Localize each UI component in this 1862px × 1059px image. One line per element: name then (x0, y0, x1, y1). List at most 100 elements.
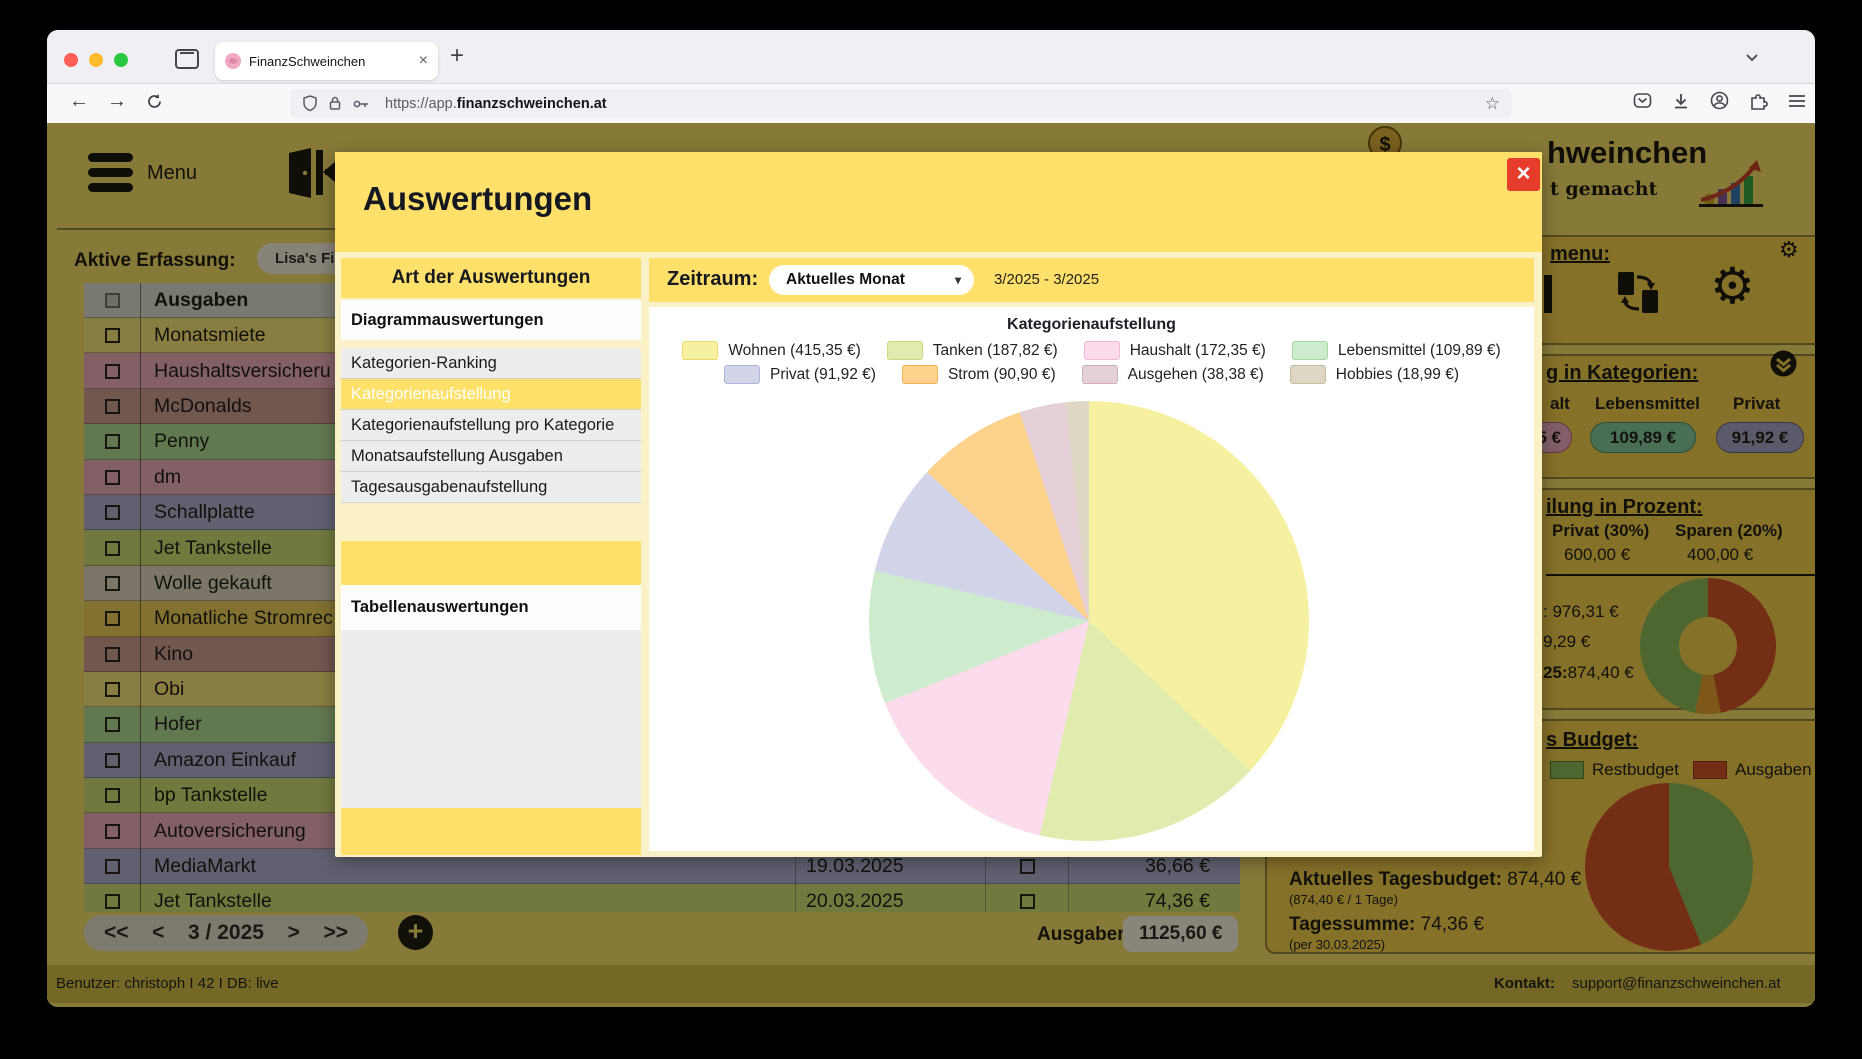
kategorien-pie-chart (869, 401, 1309, 841)
table-row[interactable]: Jet Tankstelle 20.03.2025 74,36 € (84, 884, 1240, 912)
legend-label: Strom (90,90 €) (947, 365, 1056, 383)
expense-amount: 74,36 € (1068, 884, 1240, 912)
row-checkbox[interactable] (104, 363, 120, 379)
row-checkbox[interactable] (104, 823, 120, 839)
modal-title: Auswertungen (363, 180, 593, 217)
lock-icon[interactable] (327, 95, 343, 112)
legend-item[interactable]: Wohnen (415,35 €) (682, 341, 861, 360)
row-checkbox[interactable] (104, 328, 120, 344)
expense-name: Hofer (140, 707, 795, 743)
reload-button[interactable] (145, 92, 164, 117)
expense-date: 19.03.2025 (795, 848, 985, 885)
pager-next[interactable]: > (287, 921, 300, 944)
downloads-icon[interactable] (1672, 92, 1690, 115)
browser-window: FinanzSchweinchen × + ← → https://app.fi… (47, 30, 1815, 1007)
row-checkbox[interactable] (104, 894, 120, 910)
legend-swatch (1083, 341, 1120, 360)
sidebar-item-monatsaufstellung-ausgaben[interactable]: Monatsaufstellung Ausgaben (341, 441, 641, 472)
chart-title: Kategorienaufstellung (1007, 316, 1176, 333)
legend-item[interactable]: Hobbies (18,99 €) (1289, 365, 1459, 384)
row-checkbox[interactable] (104, 434, 120, 450)
row-checkbox[interactable] (104, 575, 120, 591)
menu-hamburger-icon[interactable] (1788, 93, 1806, 114)
settings-gear-small-icon[interactable]: ⚙ (1779, 237, 1799, 262)
tab-bar: FinanzSchweinchen × + (47, 30, 1815, 84)
row-checkbox[interactable] (104, 682, 120, 698)
sidebar-item-kategorienaufstellung[interactable]: Kategorienaufstellung (341, 379, 641, 410)
contact-email[interactable]: support@finanzschweinchen.at (1572, 975, 1781, 992)
select-all-checkbox[interactable] (104, 293, 120, 308)
legend-item[interactable]: Lebensmittel (109,89 €) (1291, 341, 1501, 360)
row-checkbox[interactable] (104, 469, 120, 485)
app-menu-label[interactable]: Menu (147, 162, 198, 184)
legend-item[interactable]: Haushalt (172,35 €) (1083, 341, 1266, 360)
app-menu-hamburger-icon[interactable] (88, 153, 133, 198)
transfer-sync-icon[interactable] (1615, 270, 1661, 321)
legend-swatch (682, 341, 719, 360)
row-checkbox[interactable] (104, 540, 120, 556)
legend-item[interactable]: Ausgehen (38,38 €) (1081, 365, 1264, 384)
row-checkbox[interactable] (104, 788, 120, 804)
legend-swatch (1081, 365, 1118, 384)
modal-content: Zeitraum: Aktuelles Monat ▾ 3/2025 - 3/20… (649, 258, 1534, 851)
modal-close-button[interactable]: × (1507, 158, 1540, 191)
pager-first[interactable]: << (104, 921, 129, 944)
key-permission-icon[interactable] (352, 96, 370, 112)
kategorie-col-label: alt (1550, 394, 1570, 413)
legend-item[interactable]: Privat (91,92 €) (723, 365, 876, 384)
prozent-heading: ilung in Prozent: (1546, 496, 1703, 518)
ausgaben-swatch (1693, 761, 1727, 779)
budget-pie-chart (1585, 783, 1753, 951)
period-dropdown[interactable]: Aktuelles Monat ▾ (769, 265, 974, 295)
period-bar: Zeitraum: Aktuelles Monat ▾ 3/2025 - 3/20… (649, 258, 1534, 302)
list-all-tabs-icon[interactable] (1742, 48, 1762, 73)
legend-swatch (1291, 341, 1328, 360)
back-button[interactable]: ← (69, 90, 89, 112)
row-checkbox[interactable] (104, 398, 120, 414)
account-icon[interactable] (1710, 91, 1729, 115)
row-checkbox[interactable] (104, 646, 120, 662)
expenses-total-label: Ausgaben: (1037, 924, 1136, 945)
expense-name: McDonalds (140, 388, 795, 425)
row-checkbox-2[interactable] (1019, 894, 1035, 910)
forward-button[interactable]: → (107, 90, 127, 112)
tab-finanzschweinchen[interactable]: FinanzSchweinchen × (215, 42, 438, 80)
sidebar-item-tagesausgabenaufstellung[interactable]: Tagesausgabenaufstellung (341, 472, 641, 503)
row-checkbox-2[interactable] (1019, 859, 1035, 875)
extensions-puzzle-icon[interactable] (1749, 91, 1768, 115)
settings-gear-large-icon[interactable]: ⚙ (1710, 258, 1755, 314)
new-tab-button[interactable]: + (450, 42, 465, 69)
collapse-double-chevron-icon[interactable] (1770, 350, 1797, 382)
row-checkbox[interactable] (104, 717, 120, 733)
expense-name: dm (140, 459, 795, 495)
legend-swatch (723, 365, 760, 384)
url-bar[interactable]: https://app.finanzschweinchen.at ☆ (290, 89, 1512, 118)
expense-name: MediaMarkt (140, 848, 795, 885)
pager-last[interactable]: >> (323, 921, 348, 944)
tab-overview-icon[interactable] (175, 49, 199, 69)
row-checkbox[interactable] (104, 859, 120, 875)
window-close-button[interactable] (64, 53, 78, 67)
bookmark-star-icon[interactable]: ☆ (1484, 93, 1500, 113)
row-checkbox[interactable] (104, 505, 120, 521)
row-checkbox[interactable] (104, 611, 120, 627)
pager-prev[interactable]: < (152, 921, 165, 944)
expense-name: bp Tankstelle (140, 778, 795, 814)
sidebar-item-kategorien-ranking[interactable]: Kategorien-Ranking (341, 348, 641, 379)
pocket-icon[interactable] (1633, 92, 1652, 115)
legend-label: Ausgehen (38,38 €) (1127, 365, 1264, 383)
shield-icon[interactable] (302, 95, 318, 112)
chevron-down-icon: ▾ (954, 273, 961, 287)
tab-close-icon[interactable]: × (418, 52, 428, 69)
footer-bar: Benutzer: christoph I 42 I DB: live Kont… (47, 965, 1815, 1003)
sidebar-item-kategorienaufstellung-pro-kategorie[interactable]: Kategorienaufstellung pro Kategorie (341, 410, 641, 441)
expense-date: 20.03.2025 (795, 884, 985, 912)
legend-item[interactable]: Strom (90,90 €) (901, 365, 1056, 384)
window-minimize-button[interactable] (89, 53, 103, 67)
window-zoom-button[interactable] (114, 53, 128, 67)
legend-item[interactable]: Tanken (187,82 €) (886, 341, 1058, 360)
row-checkbox[interactable] (104, 752, 120, 768)
add-expense-button[interactable]: + (398, 915, 433, 950)
kategorie-value-pill: 109,89 € (1590, 422, 1696, 453)
